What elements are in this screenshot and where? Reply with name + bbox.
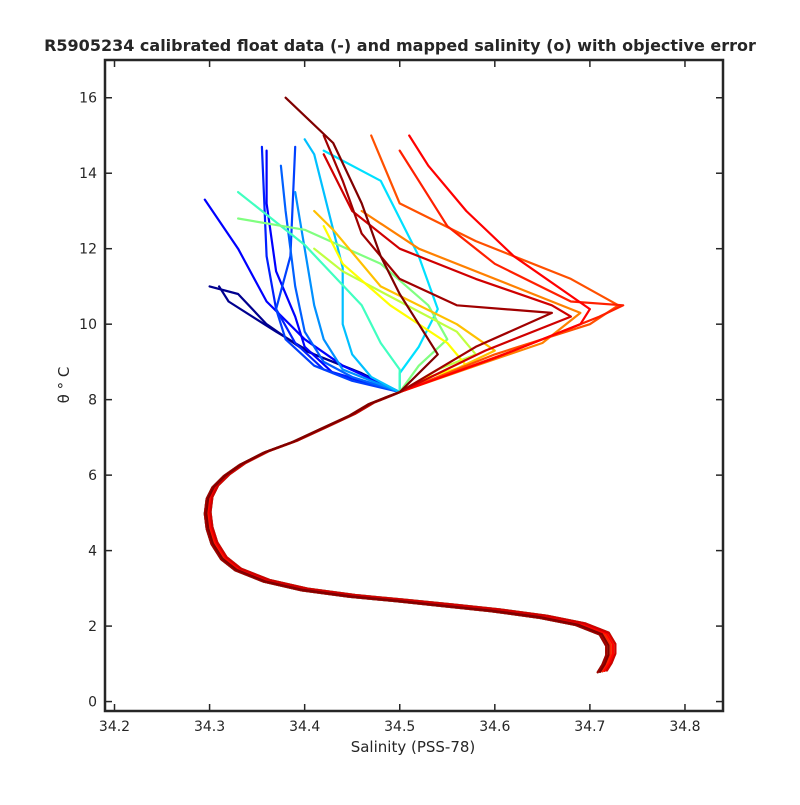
axes-frame — [103, 58, 725, 713]
profiles-layer — [203, 96, 625, 674]
y-tick-label: 6 — [88, 468, 97, 484]
x-tick-label: 34.3 — [194, 719, 225, 735]
y-tick-label: 12 — [79, 242, 97, 258]
y-tick-label: 4 — [88, 544, 97, 560]
y-tick-label: 2 — [88, 619, 97, 635]
profile-line — [205, 96, 610, 673]
profile-line — [209, 153, 617, 672]
y-tick-label: 0 — [88, 695, 97, 711]
chart-title: R5905234 calibrated float data (-) and m… — [44, 36, 756, 55]
x-tick-label: 34.4 — [289, 719, 320, 735]
y-tick-label: 8 — [88, 393, 97, 409]
x-tick-label: 34.6 — [479, 719, 510, 735]
x-tick-label: 34.8 — [669, 719, 700, 735]
x-tick-label: 34.2 — [99, 719, 130, 735]
x-tick-label: 34.5 — [384, 719, 415, 735]
x-tick-label: 34.7 — [574, 719, 605, 735]
x-axis-label: Salinity (PSS-78) — [351, 738, 476, 756]
y-tick-label: 16 — [79, 91, 97, 107]
y-tick-label: 14 — [79, 166, 97, 182]
ticks-layer: 34.2 34.3 34.4 34.5 34.6 34.7 34.8 0 2 4 6 8 10 12 14 1… — [79, 60, 723, 735]
y-tick-label: 10 — [79, 317, 97, 333]
y-axis-label: θ ° C — [55, 367, 73, 404]
